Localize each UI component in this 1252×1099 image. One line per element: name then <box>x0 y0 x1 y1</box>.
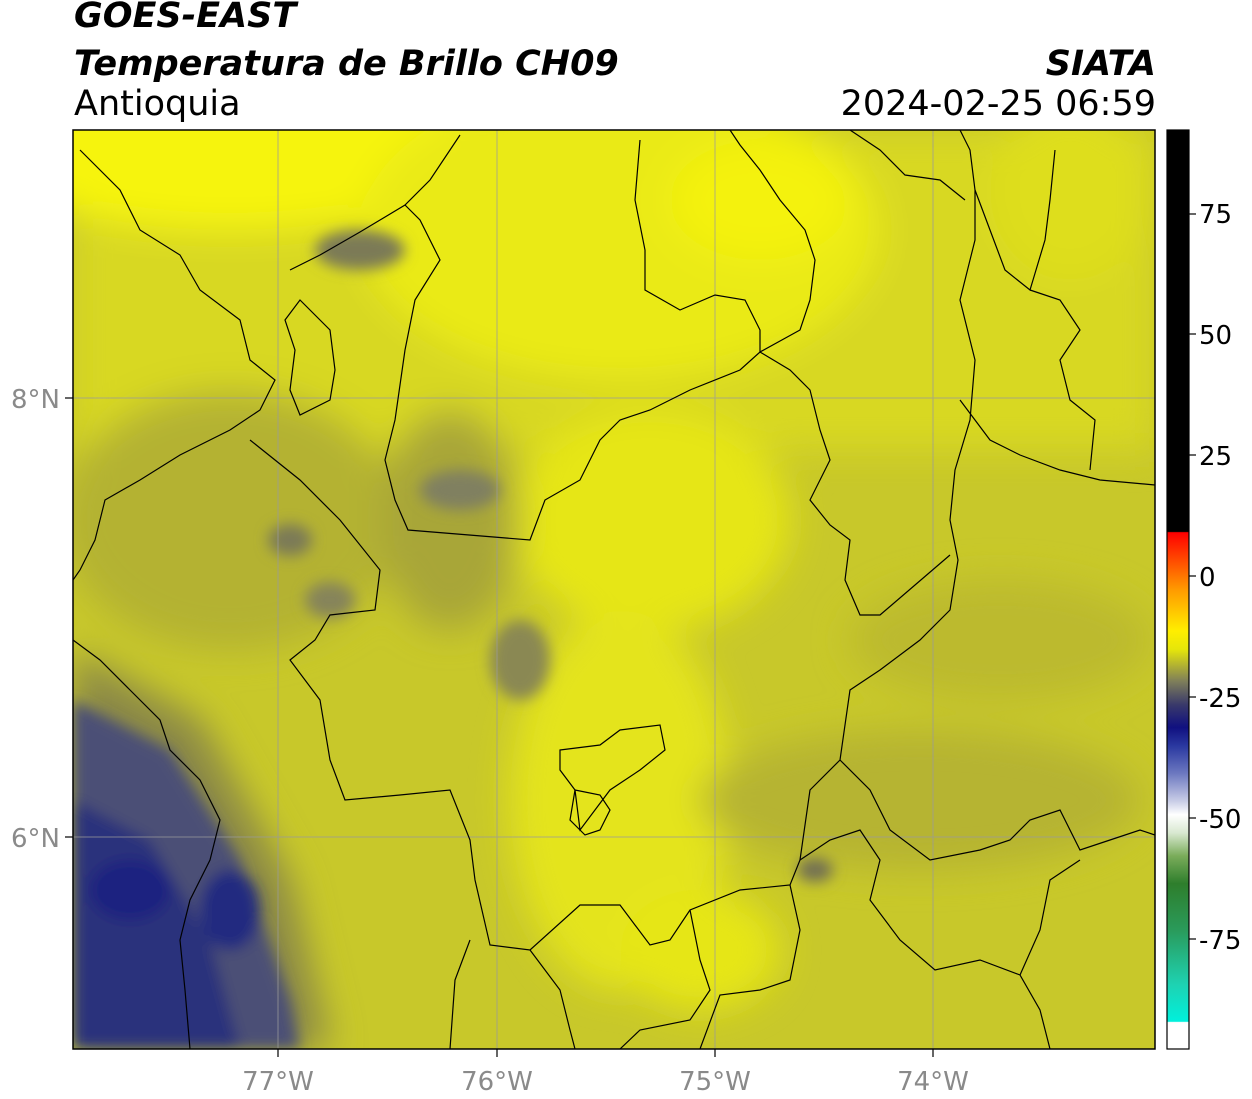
lon-label-75w: 75°W <box>679 1067 751 1097</box>
lon-label-74w: 74°W <box>897 1067 969 1097</box>
lon-label-77w: 77°W <box>242 1067 314 1097</box>
colorbar-ticks <box>1189 213 1196 940</box>
product-title: Temperatura de Brillo CH09 <box>74 44 619 84</box>
colorbar-frame <box>1166 129 1190 1050</box>
brand-label: SIATA <box>1045 44 1156 84</box>
graticule <box>73 130 1155 1049</box>
colorbar: 75 50 25 0 -25 -50 -75 <box>1166 129 1241 1050</box>
colorbar-label-0: 0 <box>1199 563 1216 593</box>
antioquia-border <box>249 130 976 951</box>
satellite-title: GOES-EAST <box>74 0 297 36</box>
temperature-field <box>73 130 1155 1049</box>
colorbar-label-neg25: -25 <box>1199 684 1241 714</box>
lon-label-76w: 76°W <box>461 1067 533 1097</box>
colorbar-label-50: 50 <box>1199 321 1232 351</box>
gulf-shore <box>289 134 461 271</box>
colorbar-label-neg75: -75 <box>1199 926 1241 956</box>
colorbar-label-25: 25 <box>1199 442 1232 472</box>
admin-boundaries <box>73 130 1155 1049</box>
lat-tick-labels: 8°N 6°N <box>11 385 60 854</box>
colorbar-label-75: 75 <box>1199 200 1232 230</box>
colorbar-label-neg50: -50 <box>1199 805 1241 835</box>
timestamp-label: 2024-02-25 06:59 <box>840 84 1156 124</box>
lon-tick-labels: 77°W 76°W 75°W 74°W <box>242 1067 969 1097</box>
axis-ticks <box>65 397 934 1057</box>
colorbar-gradient <box>1167 130 1189 1049</box>
plot-frame <box>72 129 1156 1050</box>
coastline <box>73 149 276 581</box>
lat-label-8n: 8°N <box>11 385 60 415</box>
lat-label-6n: 6°N <box>11 824 60 854</box>
region-label: Antioquia <box>74 84 241 124</box>
